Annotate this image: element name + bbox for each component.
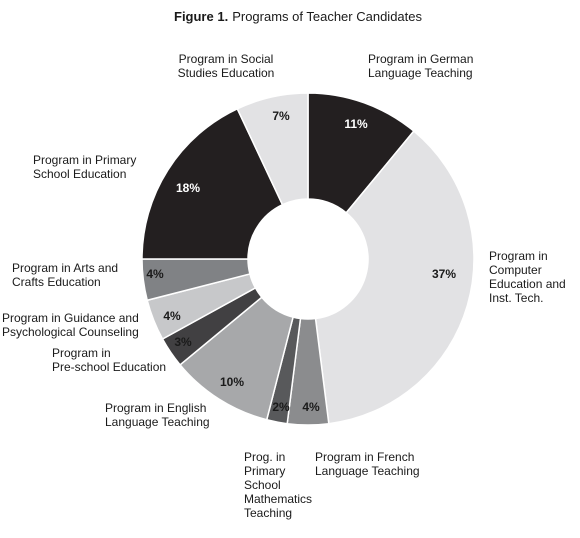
slice-category-label-line: School: [244, 478, 281, 492]
pie-slice: [236, 92, 309, 206]
slice-category-label-line: Program in French: [315, 450, 414, 464]
slice-category-label: Program in Primary School Education: [33, 153, 136, 181]
pie-slice: [314, 130, 475, 425]
slice-value-label: 3%: [174, 335, 192, 349]
slice-category-label: Program in Arts and Crafts Education: [12, 261, 118, 289]
slice-category-label: Program in Guidance and Psychological Cou…: [2, 311, 139, 339]
slice-category-label: Program in French Language Teaching: [315, 450, 420, 478]
slice-category-label-line: Language Teaching: [368, 66, 473, 80]
slice-category-label: Program in English Language Teaching: [105, 401, 210, 429]
slice-category-labels: Program in German Language TeachingProgra…: [2, 52, 566, 520]
slice-category-label: Program in German Language Teaching: [368, 52, 473, 80]
slice-category-label-line: Computer: [489, 263, 542, 277]
slice-category-label-line: Psychological Counseling: [2, 325, 139, 339]
slice-value-label: 11%: [344, 117, 368, 131]
slice-category-label: Program in Social Studies Education: [178, 52, 275, 80]
slice-value-label: 18%: [176, 181, 200, 195]
slice-category-label-line: Education and: [489, 277, 566, 291]
chart-title-text: Programs of Teacher Candidates: [232, 9, 422, 24]
slice-category-label-line: Crafts Education: [12, 275, 101, 289]
slice-category-label-line: Teaching: [244, 506, 292, 520]
slice-category-label-line: Program in German: [368, 52, 473, 66]
slice-category-label-line: Pre-school Education: [52, 360, 166, 374]
slice-category-label-line: Program in Social: [179, 52, 274, 66]
slice-category-label-line: Program in Primary: [33, 153, 136, 167]
chart-title-prefix: Figure 1.: [174, 9, 228, 24]
slice-value-label: 4%: [163, 309, 181, 323]
slice-category-label: Program in Pre-school Education: [52, 346, 166, 374]
slice-category-label-line: School Education: [33, 167, 126, 181]
slice-value-label: 4%: [302, 400, 320, 414]
slice-category-label-line: Program in English: [105, 401, 206, 415]
slice-value-label: 2%: [272, 400, 290, 414]
pie-slice: [141, 107, 284, 260]
slice-category-label: Program in Computer Education and Inst. Tec…: [489, 249, 566, 305]
slice-category-label-line: Mathematics: [244, 492, 312, 506]
slice-value-labels: 11% 37% 4% 2% 10% 3% 4% 4% 18% 7%: [146, 109, 456, 414]
slice-category-label-line: Program in: [489, 249, 548, 263]
slice-category-label-line: Primary: [244, 464, 285, 478]
slice-category-label-line: Inst. Tech.: [489, 291, 543, 305]
slice-value-label: 10%: [220, 375, 244, 389]
slice-category-label-line: Prog. in: [244, 450, 285, 464]
slice-value-label: 37%: [432, 267, 456, 281]
slice-value-label: 4%: [146, 267, 164, 281]
slice-value-label: 7%: [272, 109, 290, 123]
slice-category-label-line: Program in: [52, 346, 111, 360]
slice-category-label: Prog. in Primary School Mathematics Teaching: [244, 450, 312, 520]
slice-category-label-line: Program in Arts and: [12, 261, 118, 275]
slice-category-label-line: Language Teaching: [315, 464, 420, 478]
chart-title: Figure 1. Programs of Teacher Candidates: [174, 9, 422, 24]
slice-category-label-line: Language Teaching: [105, 415, 210, 429]
slice-category-label-line: Studies Education: [178, 66, 275, 80]
pie-slices: [141, 92, 475, 426]
slice-category-label-line: Program in Guidance and: [2, 311, 139, 325]
